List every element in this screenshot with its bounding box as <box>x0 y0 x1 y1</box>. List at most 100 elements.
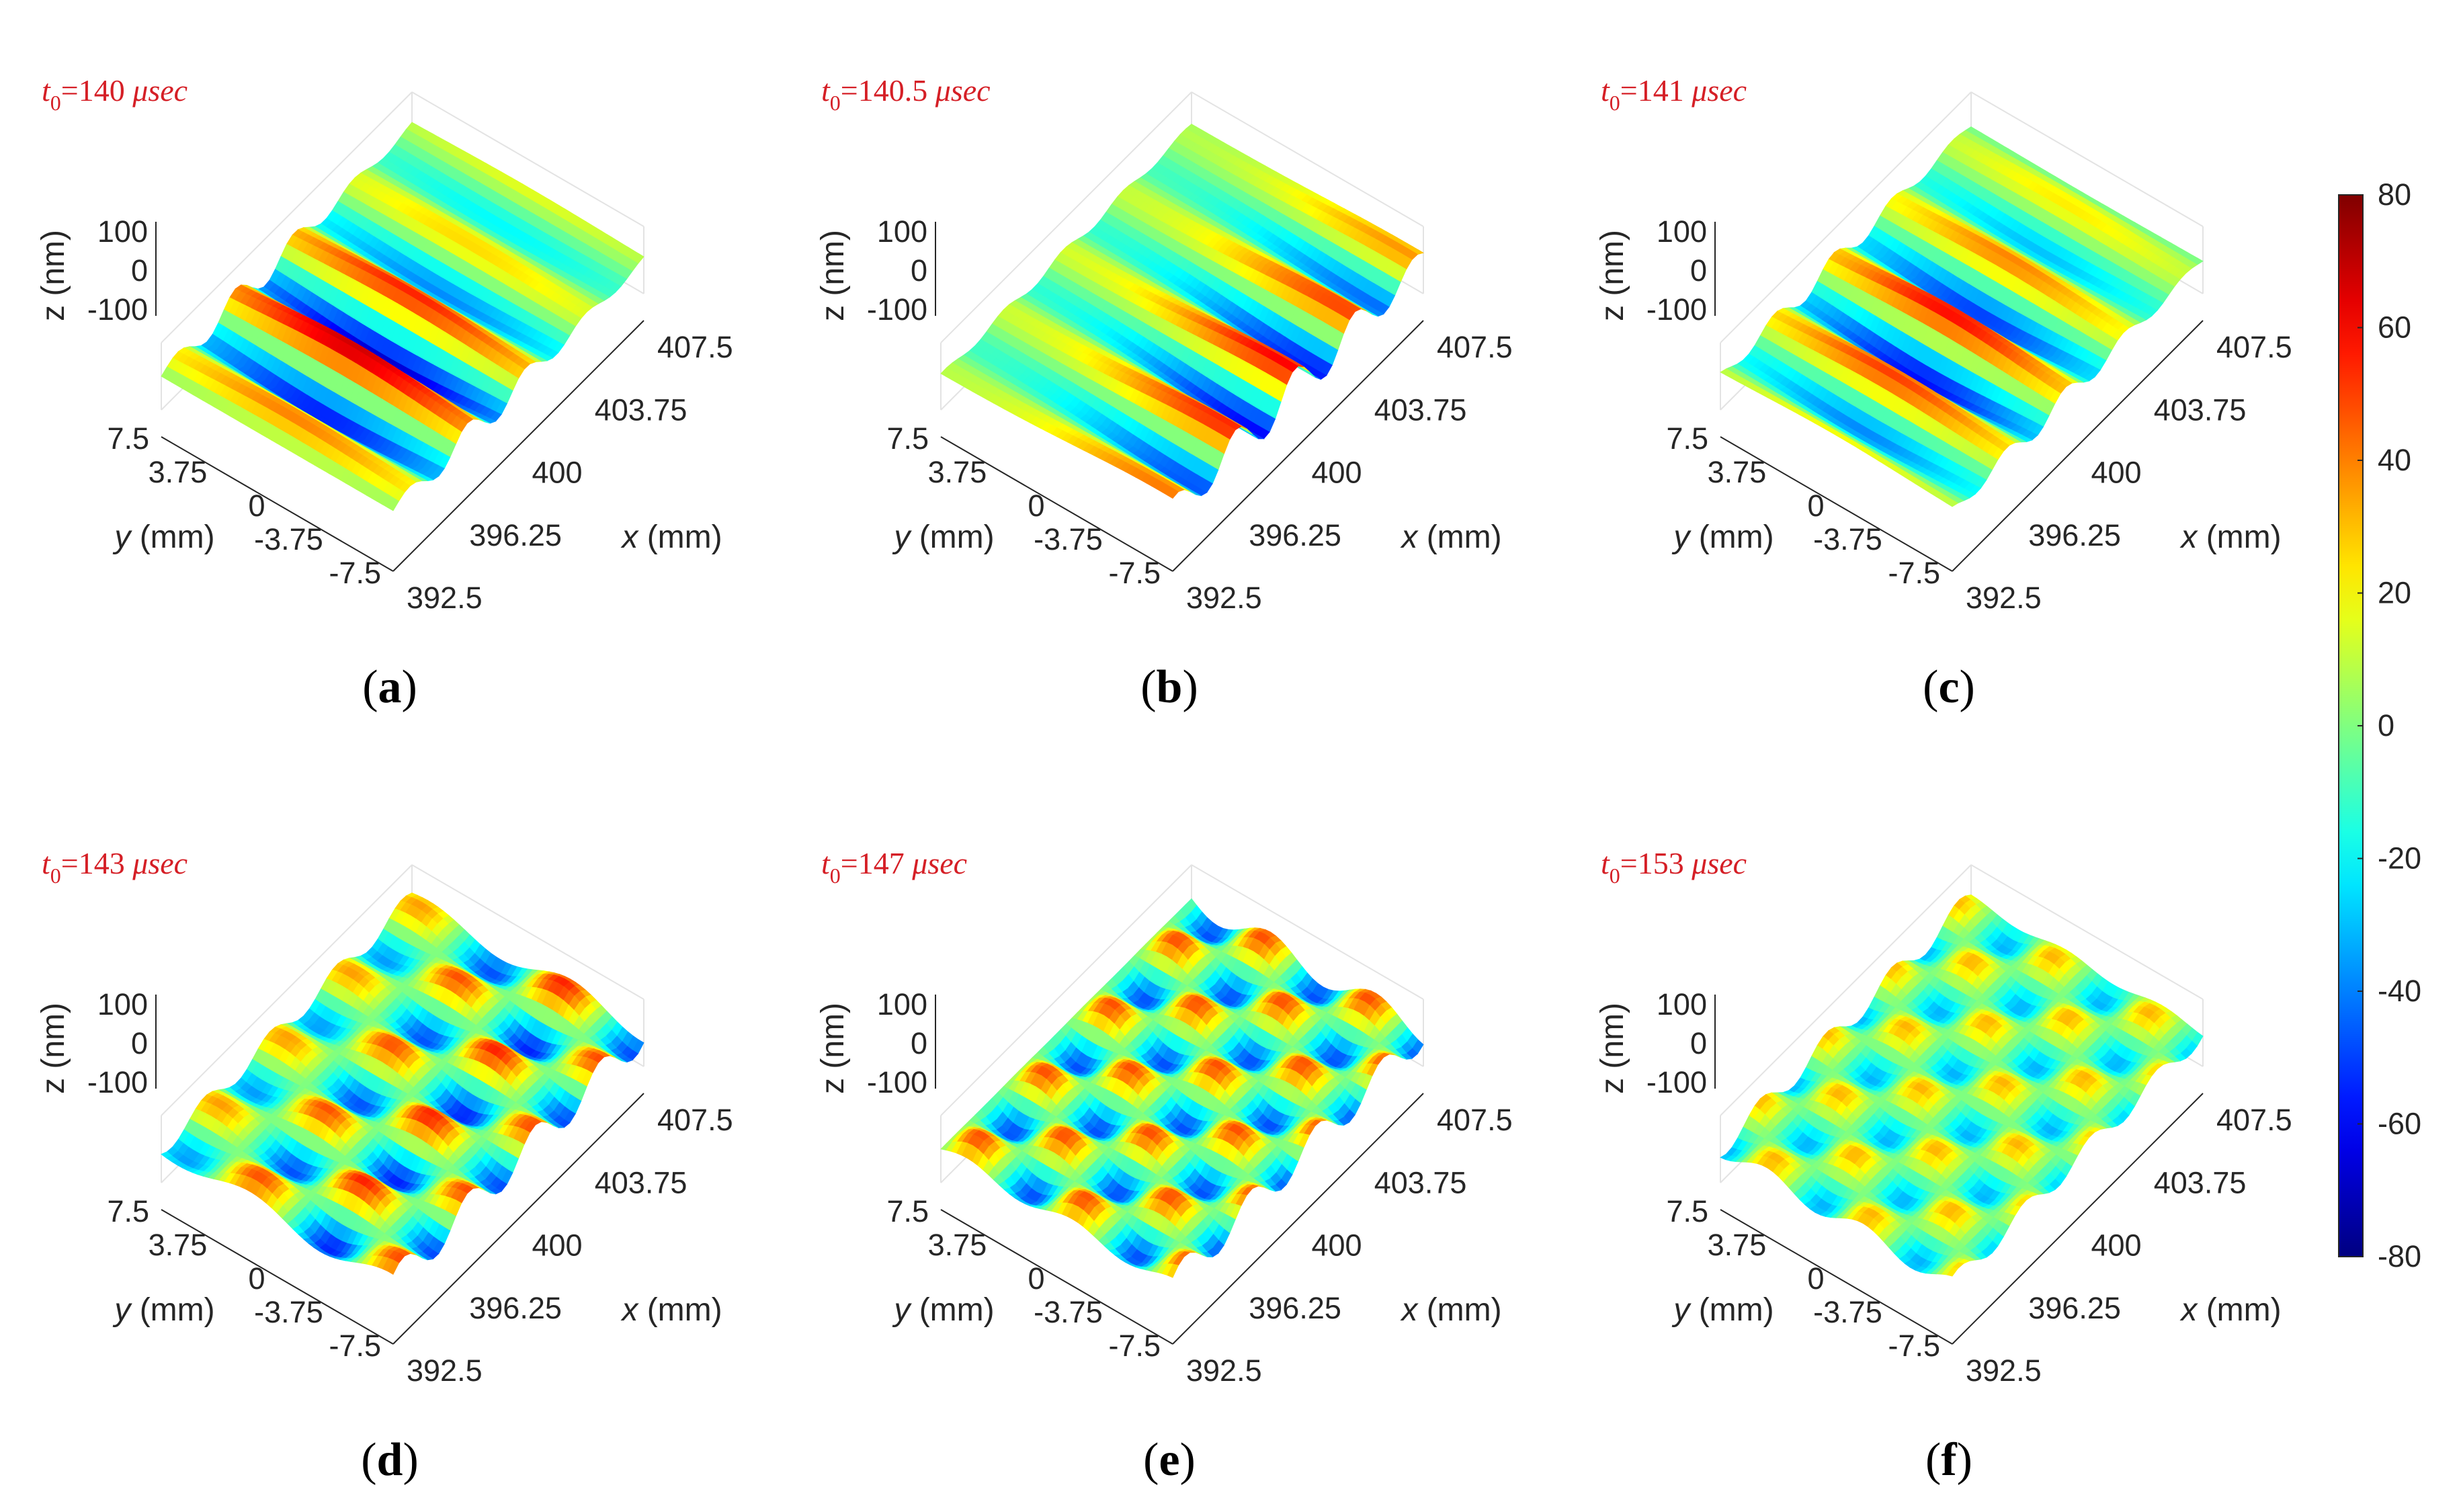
z-tick-label: -100 <box>1646 1065 1707 1099</box>
x-tick-label: 400 <box>2091 456 2142 490</box>
panel-label: (c) <box>1923 661 1975 713</box>
time-label: t0=140 μsec <box>42 73 187 115</box>
x-tick-label: 403.75 <box>595 1165 687 1200</box>
y-tick-label: 0 <box>1028 1261 1044 1296</box>
y-tick-label: -3.75 <box>1034 522 1103 556</box>
x-tick-label: 407.5 <box>657 1103 733 1137</box>
z-tick-label: 100 <box>97 214 148 249</box>
surface-mesh <box>1720 895 2203 1277</box>
x-tick-label: 400 <box>1312 456 1362 490</box>
y-tick-label: -7.5 <box>1108 556 1161 590</box>
time-label: t0=143 μsec <box>42 846 187 888</box>
z-tick-label: 100 <box>1657 987 1707 1021</box>
y-tick-label: 7.5 <box>886 421 929 456</box>
x-tick-label: 407.5 <box>2216 1103 2292 1137</box>
surface-mesh <box>161 893 644 1275</box>
panel-label: (f) <box>1925 1434 1972 1486</box>
x-axis-label: x (mm) <box>620 519 722 555</box>
z-tick-label: 0 <box>1690 253 1707 288</box>
x-tick-label: 392.5 <box>1966 581 2042 615</box>
y-axis-label: y (mm) <box>892 519 994 555</box>
x-tick-label: 392.5 <box>407 581 483 615</box>
y-tick-label: 7.5 <box>1666 1194 1708 1228</box>
x-tick-label: 403.75 <box>595 392 687 427</box>
z-tick-label: 0 <box>1690 1026 1707 1060</box>
y-tick-label: 7.5 <box>886 1194 929 1228</box>
x-tick-label: 400 <box>2091 1228 2142 1263</box>
z-tick-label: -100 <box>1646 292 1707 327</box>
y-axis-label: y (mm) <box>892 1292 994 1328</box>
x-axis-label: x (mm) <box>2179 1292 2281 1328</box>
y-tick-label: -3.75 <box>254 1295 323 1329</box>
x-tick-label: 396.25 <box>1249 1291 1341 1325</box>
panel-label: (e) <box>1143 1434 1196 1486</box>
z-axis-label: z (nm) <box>36 1003 71 1094</box>
z-tick-label: -100 <box>87 292 148 327</box>
z-tick-label: -100 <box>867 292 927 327</box>
y-tick-label: -7.5 <box>1108 1329 1161 1363</box>
z-axis-label: z (nm) <box>1595 230 1630 321</box>
surface-mesh <box>941 898 1423 1277</box>
y-axis-label: y (mm) <box>1671 1292 1774 1328</box>
time-label: t0=140.5 μsec <box>821 73 991 115</box>
x-tick-label: 392.5 <box>1186 581 1262 615</box>
z-tick-label: 0 <box>911 253 927 288</box>
y-tick-label: 7.5 <box>107 421 149 456</box>
z-axis-label: z (nm) <box>815 1003 851 1094</box>
y-tick-label: -7.5 <box>1888 556 1940 590</box>
x-axis-label: x (mm) <box>620 1292 722 1328</box>
z-tick-label: 0 <box>131 1026 148 1060</box>
z-tick-label: 0 <box>131 253 148 288</box>
x-tick-label: 392.5 <box>1966 1353 2042 1388</box>
x-tick-label: 400 <box>532 1228 583 1263</box>
x-tick-label: 407.5 <box>1437 330 1513 364</box>
panel-label: (a) <box>362 661 417 713</box>
y-tick-label: 0 <box>1028 489 1044 523</box>
colorbar-tick-label: 80 <box>2378 177 2411 212</box>
colorbar-tick-label: 60 <box>2378 310 2411 345</box>
x-axis-label: x (mm) <box>1400 519 1501 555</box>
colorbar-tick-label: 20 <box>2378 576 2411 610</box>
surface-mesh <box>1720 127 2203 507</box>
x-tick-label: 396.25 <box>2028 518 2121 552</box>
x-tick-label: 407.5 <box>657 330 733 364</box>
x-tick-label: 407.5 <box>1437 1103 1513 1137</box>
time-label: t0=141 μsec <box>1601 73 1747 115</box>
z-tick-label: -100 <box>87 1065 148 1099</box>
x-axis-label: x (mm) <box>2179 519 2281 555</box>
y-tick-label: 7.5 <box>1666 421 1708 456</box>
y-tick-label: 0 <box>248 489 265 523</box>
y-tick-label: 3.75 <box>149 1228 208 1262</box>
x-tick-label: 396.25 <box>469 518 562 552</box>
y-tick-label: 7.5 <box>107 1194 149 1228</box>
y-axis-label: y (mm) <box>1671 519 1774 555</box>
x-tick-label: 407.5 <box>2216 330 2292 364</box>
z-tick-label: 100 <box>97 987 148 1021</box>
x-tick-label: 403.75 <box>1374 392 1467 427</box>
surface-mesh <box>161 122 644 511</box>
z-axis-label: z (nm) <box>1595 1003 1630 1094</box>
y-tick-label: -7.5 <box>1888 1329 1940 1363</box>
y-tick-label: -3.75 <box>254 522 323 556</box>
y-tick-label: 3.75 <box>928 1228 987 1262</box>
colorbar-tick-label: 0 <box>2378 708 2394 743</box>
y-axis-label: y (mm) <box>112 519 214 555</box>
colorbar-tick-label: -20 <box>2378 841 2421 876</box>
z-axis-label: z (nm) <box>36 230 71 321</box>
y-tick-label: 3.75 <box>149 455 208 489</box>
y-tick-label: 3.75 <box>1708 1228 1767 1262</box>
panel-label: (b) <box>1140 661 1198 713</box>
x-tick-label: 392.5 <box>1186 1353 1262 1388</box>
